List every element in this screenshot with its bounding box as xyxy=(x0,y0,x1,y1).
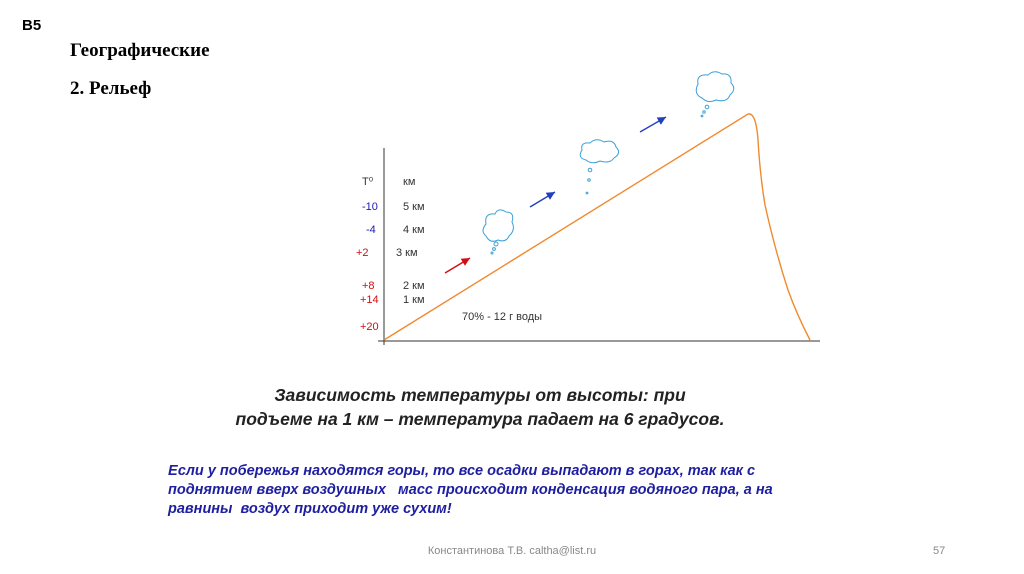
temp-label: +14 xyxy=(360,294,379,306)
section-tag: B5 xyxy=(22,17,42,34)
height-label: 1 км xyxy=(403,294,425,306)
warm-air-arrow xyxy=(444,257,471,274)
caption: Зависимость температуры от высоты: при п… xyxy=(0,383,960,431)
note-line: равнины воздух приходит уже сухим! xyxy=(168,501,452,517)
height-label: 4 км xyxy=(403,224,425,236)
mountain-slope xyxy=(383,113,811,341)
note-line: поднятием вверх воздушных масс происходи… xyxy=(168,482,773,498)
temp-label: -10 xyxy=(362,201,378,213)
page-number: 57 xyxy=(933,545,946,557)
cloud-icon xyxy=(695,71,735,118)
height-label: 5 км xyxy=(403,201,425,213)
temp-header: T⁰ xyxy=(362,176,374,188)
height-label: 3 км xyxy=(396,247,418,259)
cloud-icon xyxy=(482,209,514,255)
footer-author: Константинова Т.В. caltha@list.ru xyxy=(427,545,597,557)
temp-label: -4 xyxy=(366,224,376,236)
height-label: 2 км xyxy=(403,280,425,292)
note-text: Если у побережья находятся горы, то все … xyxy=(168,462,808,519)
note-line: Если у побережья находятся горы, то все … xyxy=(168,463,756,479)
cold-air-arrow xyxy=(639,116,667,133)
height-header: км xyxy=(403,176,415,188)
caption-line: подъеме на 1 км – температура падает на … xyxy=(235,409,725,429)
slide-subtitle: 2. Рельеф xyxy=(70,78,152,99)
temp-label: +8 xyxy=(362,280,375,292)
slide-title: Географические xyxy=(70,40,210,61)
humidity-label: 70% - 12 г воды xyxy=(462,311,542,323)
temp-label: +20 xyxy=(360,321,379,333)
caption-line: Зависимость температуры от высоты: при xyxy=(274,385,686,405)
cool-air-arrow xyxy=(529,191,556,208)
cloud-icon xyxy=(579,139,620,195)
temp-label: +2 xyxy=(356,247,369,259)
